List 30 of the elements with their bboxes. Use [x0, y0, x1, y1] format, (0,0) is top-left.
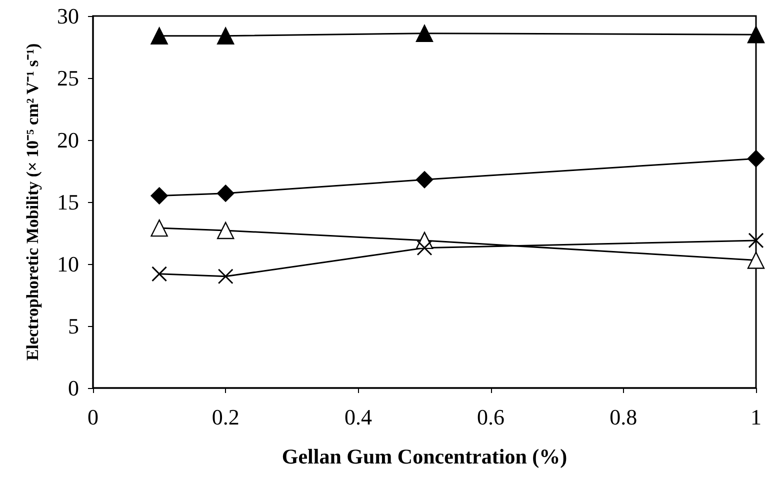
point: [150, 187, 168, 204]
point: [416, 24, 434, 42]
point: [152, 266, 168, 282]
x-tick-label: 0.2: [212, 404, 240, 430]
x-tick-label: 0.6: [477, 404, 505, 430]
point: [747, 26, 765, 44]
point: [217, 184, 234, 202]
y-tick-label: 30: [57, 4, 79, 28]
point: [150, 27, 168, 44]
x-tick-label: 0.8: [610, 404, 638, 430]
y-axis-title: Electrophoretic Mobility (× 10⁻⁵ cm² V⁻¹ s⁻¹): [23, 43, 42, 361]
y-tick-label: 20: [57, 128, 79, 152]
point: [217, 27, 234, 44]
x-axis-title: Gellan Gum Concentration (%): [282, 444, 568, 468]
point: [416, 240, 432, 256]
y-tick-label: 25: [57, 66, 79, 90]
point: [416, 171, 434, 188]
y-tick-label: 15: [57, 190, 79, 214]
point: [747, 252, 765, 269]
y-tick-label: 5: [68, 314, 79, 338]
point: [217, 222, 234, 240]
point: [748, 232, 764, 248]
x-tick-label: 0: [88, 404, 98, 430]
y-tick-label: 0: [68, 376, 79, 400]
point: [747, 150, 765, 168]
point: [150, 219, 168, 237]
x-tick-label: 1: [750, 404, 762, 430]
point: [218, 268, 234, 284]
x-tick-label: 0.4: [344, 404, 372, 430]
y-tick-label: 10: [57, 252, 79, 276]
